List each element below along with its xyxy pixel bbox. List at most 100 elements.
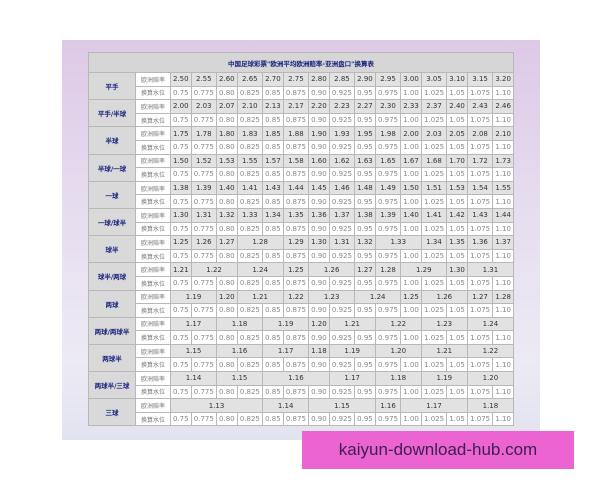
odds-cell: 3.20	[492, 72, 514, 87]
odds-cell: 1.26	[308, 262, 356, 277]
water-cell: 0.775	[190, 194, 218, 209]
water-cell: 0.90	[308, 112, 330, 128]
water-cell: 0.80	[216, 112, 238, 128]
water-cell: 0.975	[374, 85, 402, 101]
water-cell: 1.00	[400, 411, 422, 427]
water-cell: 1.05	[446, 139, 468, 155]
odds-row: 球半 欧洲赔率 1.25 1.26 1.27 1.28 1.29 1.30 1.31 1.32 1.…	[88, 235, 514, 264]
odds-cell: 1.16	[262, 371, 330, 386]
odds-cell: 1.20	[216, 289, 238, 305]
water-cell: 0.90	[308, 221, 330, 237]
water-cell: 1.025	[420, 384, 448, 400]
odds-label: 欧洲赔率	[135, 153, 171, 169]
conversion-table: 中国足球彩票"欧洲平均欧洲赔率-亚洲盘口"换算表 平手 欧洲赔率 2.50 2.55 2…	[88, 52, 515, 427]
water-cell: 1.10	[492, 167, 514, 182]
odds-label: 欧洲赔率	[135, 371, 171, 386]
water-cell: 0.875	[282, 85, 310, 101]
title-row: 中国足球彩票"欧洲平均欧洲赔率-亚洲盘口"换算表	[88, 52, 514, 73]
water-cell: 1.10	[492, 411, 514, 427]
water-cell: 0.75	[170, 357, 192, 373]
water-cell: 0.75	[170, 221, 192, 237]
odds-cell: 2.95	[374, 72, 402, 87]
water-cell: 0.825	[236, 248, 264, 264]
water-cell: 1.075	[466, 85, 494, 101]
water-row: 换算水位 0.75 0.775 0.80 0.825 0.85 0.875 0.90 0.925…	[89, 275, 514, 291]
water-cell: 0.975	[374, 139, 402, 155]
odds-label: 欧洲赔率	[135, 99, 171, 114]
water-cell: 0.95	[354, 85, 376, 101]
water-cell: 0.775	[190, 221, 218, 237]
handicap-label: 一球/球半	[88, 207, 136, 237]
water-label: 换算水位	[135, 85, 171, 101]
odds-cell: 1.21	[328, 316, 376, 332]
water-cell: 0.925	[328, 303, 356, 318]
water-cell: 0.75	[170, 411, 192, 427]
odds-cell: 1.95	[354, 126, 376, 141]
odds-cell: 1.42	[446, 207, 468, 223]
water-cell: 0.925	[328, 221, 356, 237]
water-cell: 1.05	[446, 112, 468, 128]
odds-row: 平手/半球 欧洲赔率 2.00 2.03 2.07 2.10 2.13 2.17 2.20 2.2…	[88, 99, 514, 128]
odds-cell: 1.17	[262, 343, 310, 359]
odds-cell: 1.51	[420, 180, 448, 196]
water-cell: 0.775	[190, 85, 218, 101]
water-cell: 1.10	[492, 85, 514, 101]
water-cell: 0.95	[354, 303, 376, 318]
odds-cell: 2.85	[328, 72, 356, 87]
water-cell: 0.775	[190, 384, 218, 400]
handicap-label: 两球半/三球	[88, 371, 136, 400]
odds-row: 平手 欧洲赔率 2.50 2.55 2.60 2.65 2.70 2.75 2.80 2.85 2.…	[88, 71, 514, 101]
water-cell: 0.80	[216, 167, 238, 182]
water-cell: 1.00	[400, 248, 422, 264]
water-cell: 0.95	[354, 384, 376, 400]
water-cell: 1.025	[420, 330, 448, 345]
odds-cell: 1.22	[466, 343, 515, 359]
water-cell: 1.075	[466, 330, 494, 345]
odds-cell: 2.17	[282, 99, 310, 114]
water-cell: 1.025	[420, 357, 448, 373]
water-cell: 1.10	[492, 248, 514, 264]
odds-cell: 1.27	[216, 235, 238, 250]
odds-cell: 1.44	[492, 207, 514, 223]
water-cell: 0.875	[282, 167, 310, 182]
handicap-label: 平手	[88, 71, 136, 101]
odds-cell: 2.10	[492, 126, 514, 141]
water-row: 换算水位 0.75 0.775 0.80 0.825 0.85 0.875 0.90 0.925…	[89, 194, 514, 209]
water-cell: 0.85	[262, 194, 284, 209]
water-cell: 1.10	[492, 221, 514, 237]
odds-cell: 1.50	[170, 153, 192, 169]
water-cell: 1.05	[446, 303, 468, 318]
odds-row: 两球半/三球 欧洲赔率 1.14 1.15 1.16 1.17 1.18 1.19 1.20	[88, 371, 515, 400]
odds-cell: 1.32	[216, 207, 238, 223]
water-cell: 0.875	[282, 330, 310, 345]
odds-cell: 1.88	[282, 126, 310, 141]
odds-label: 欧洲赔率	[135, 398, 171, 413]
handicap-label: 平手/半球	[88, 99, 136, 128]
water-cell: 0.975	[374, 357, 402, 373]
water-cell: 0.80	[216, 303, 238, 318]
odds-cell: 3.10	[446, 72, 468, 87]
odds-label: 欧洲赔率	[135, 180, 171, 196]
odds-cell: 1.65	[374, 153, 402, 169]
water-cell: 1.00	[400, 303, 422, 318]
handicap-label: 一球	[88, 180, 136, 209]
water-cell: 1.075	[466, 167, 494, 182]
water-cell: 1.00	[400, 330, 422, 345]
water-cell: 1.05	[446, 411, 468, 427]
handicap-label: 半球/一球	[88, 153, 136, 182]
odds-cell: 1.57	[262, 153, 284, 169]
odds-cell: 1.20	[308, 316, 330, 332]
water-cell: 0.90	[308, 384, 330, 400]
water-cell: 1.00	[400, 221, 422, 237]
water-cell: 0.90	[308, 194, 330, 209]
water-cell: 0.925	[328, 194, 356, 209]
water-cell: 1.05	[446, 275, 468, 291]
odds-cell: 1.73	[492, 153, 514, 169]
water-cell: 1.05	[446, 330, 468, 345]
water-cell: 0.775	[190, 139, 218, 155]
water-cell: 0.85	[262, 139, 284, 155]
water-cell: 0.825	[236, 139, 264, 155]
odds-cell: 1.21	[236, 289, 284, 305]
water-cell: 0.90	[308, 248, 330, 264]
odds-cell: 2.37	[420, 99, 448, 114]
